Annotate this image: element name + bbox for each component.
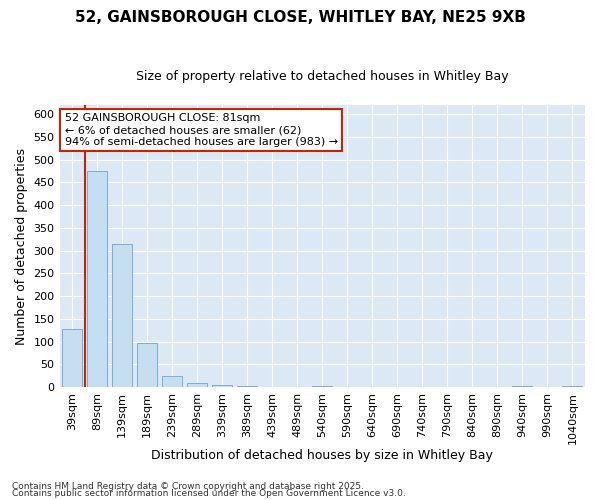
- Title: Size of property relative to detached houses in Whitley Bay: Size of property relative to detached ho…: [136, 70, 509, 83]
- Bar: [237, 386, 257, 387]
- Bar: [112, 244, 132, 387]
- Text: 52, GAINSBOROUGH CLOSE, WHITLEY BAY, NE25 9XB: 52, GAINSBOROUGH CLOSE, WHITLEY BAY, NE2…: [74, 10, 526, 25]
- Bar: [187, 382, 207, 387]
- Text: Contains HM Land Registry data © Crown copyright and database right 2025.: Contains HM Land Registry data © Crown c…: [12, 482, 364, 491]
- Bar: [137, 342, 157, 387]
- Bar: [62, 329, 82, 387]
- Bar: [562, 386, 583, 387]
- Bar: [212, 386, 232, 387]
- Bar: [162, 376, 182, 387]
- Text: 52 GAINSBOROUGH CLOSE: 81sqm
← 6% of detached houses are smaller (62)
94% of sem: 52 GAINSBOROUGH CLOSE: 81sqm ← 6% of det…: [65, 114, 338, 146]
- Bar: [312, 386, 332, 387]
- Bar: [512, 386, 532, 387]
- Text: Contains public sector information licensed under the Open Government Licence v3: Contains public sector information licen…: [12, 489, 406, 498]
- Bar: [87, 170, 107, 387]
- Y-axis label: Number of detached properties: Number of detached properties: [15, 148, 28, 344]
- X-axis label: Distribution of detached houses by size in Whitley Bay: Distribution of detached houses by size …: [151, 450, 493, 462]
